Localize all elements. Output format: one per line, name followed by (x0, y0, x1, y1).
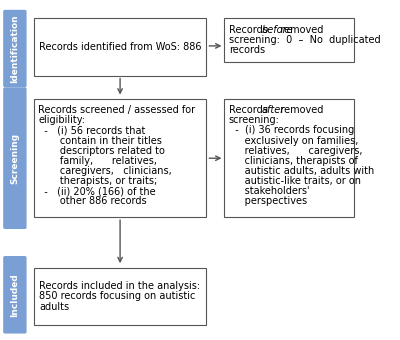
Text: Included: Included (10, 273, 19, 317)
Text: Records    removed: Records removed (229, 25, 336, 35)
FancyBboxPatch shape (3, 256, 26, 334)
Text: exclusively on families,: exclusively on families, (229, 136, 358, 146)
Text: Identification: Identification (10, 14, 19, 83)
Text: autistic-like traits, or on: autistic-like traits, or on (229, 176, 361, 186)
Text: 850 records focusing on autistic: 850 records focusing on autistic (39, 291, 196, 302)
Text: descriptors related to: descriptors related to (38, 146, 165, 156)
Text: after: after (262, 105, 285, 115)
FancyBboxPatch shape (34, 268, 206, 325)
Text: eligibility:: eligibility: (38, 115, 85, 125)
Text: Screening: Screening (10, 133, 19, 184)
FancyBboxPatch shape (224, 18, 354, 62)
Text: -   (i) 56 records that: - (i) 56 records that (38, 125, 146, 135)
Text: perspectives: perspectives (229, 196, 307, 206)
FancyBboxPatch shape (3, 87, 26, 229)
Text: autistic adults, adults with: autistic adults, adults with (229, 166, 374, 176)
Text: -  (i) 36 records focusing: - (i) 36 records focusing (229, 125, 354, 135)
Text: Records    removed: Records removed (229, 105, 336, 115)
Text: -   (ii) 20% (166) of the: - (ii) 20% (166) of the (38, 186, 156, 196)
Text: Records screened / assessed for: Records screened / assessed for (38, 105, 195, 115)
FancyBboxPatch shape (34, 99, 206, 217)
Text: before: before (262, 25, 294, 35)
FancyBboxPatch shape (224, 99, 354, 217)
Text: family,      relatives,: family, relatives, (38, 156, 157, 166)
Text: other 886 records: other 886 records (38, 196, 147, 206)
Text: Records identified from WoS: 886: Records identified from WoS: 886 (39, 42, 202, 52)
Text: stakeholders': stakeholders' (229, 186, 309, 196)
Text: records: records (229, 45, 265, 55)
Text: caregivers,   clinicians,: caregivers, clinicians, (38, 166, 172, 176)
Text: therapists, or traits;: therapists, or traits; (38, 176, 157, 186)
Text: clinicians, therapists of: clinicians, therapists of (229, 156, 358, 166)
Text: relatives,      caregivers,: relatives, caregivers, (229, 146, 362, 156)
Text: screening:: screening: (229, 115, 280, 125)
Text: adults: adults (39, 302, 69, 311)
FancyBboxPatch shape (3, 10, 26, 87)
FancyBboxPatch shape (34, 18, 206, 75)
Text: contain in their titles: contain in their titles (38, 136, 162, 146)
Text: screening:  0  –  No  duplicated: screening: 0 – No duplicated (229, 35, 380, 45)
Text: Records included in the analysis:: Records included in the analysis: (39, 281, 200, 291)
